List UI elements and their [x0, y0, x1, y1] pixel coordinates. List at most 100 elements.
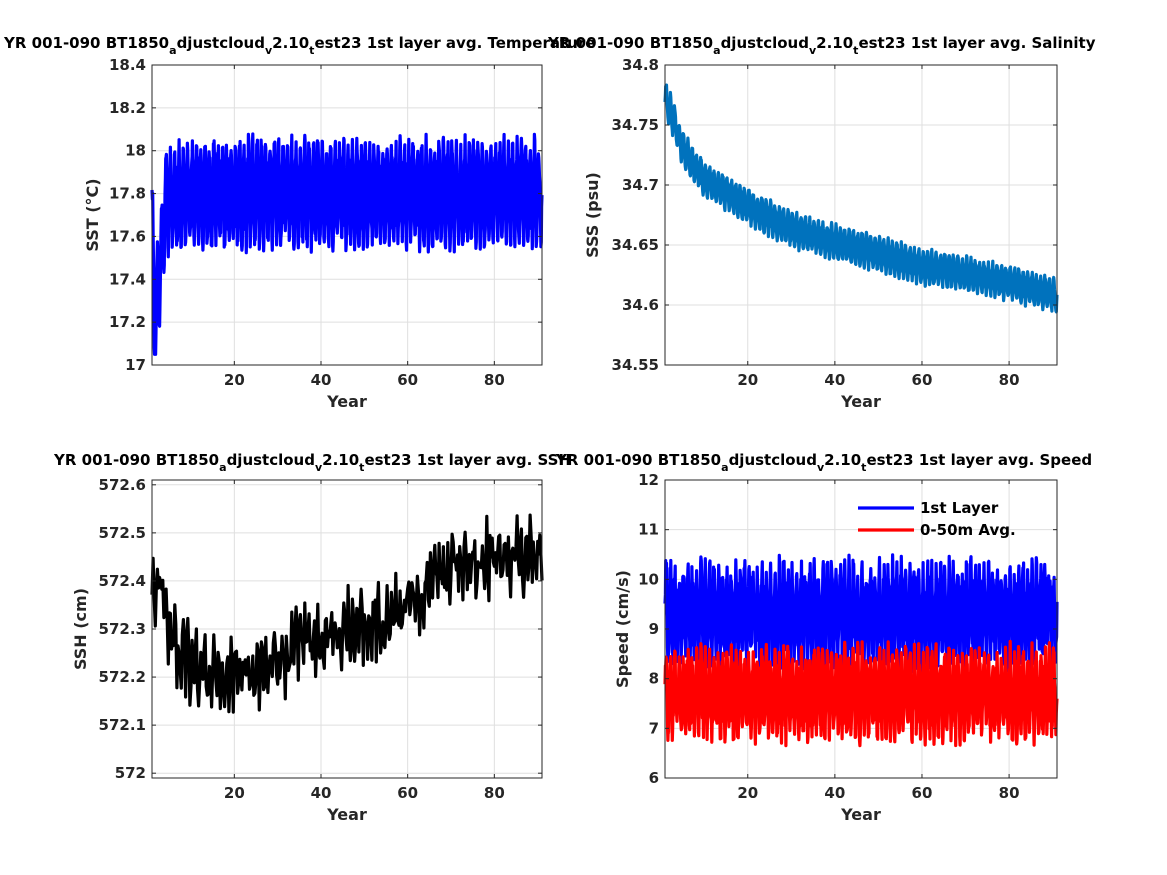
x-axis-label: Year — [326, 392, 367, 411]
y-tick-label: 17.2 — [109, 313, 146, 331]
x-tick-label: 20 — [737, 371, 758, 389]
legend-label: 1st Layer — [920, 499, 999, 517]
y-tick-label: 34.6 — [622, 296, 659, 314]
y-tick-label: 12 — [638, 471, 659, 489]
series-line-1st-layer — [663, 553, 1059, 676]
x-tick-label: 60 — [397, 371, 418, 389]
x-tick-label: 60 — [912, 371, 933, 389]
y-axis-label: SST (°C) — [83, 178, 102, 251]
x-tick-label: 60 — [912, 784, 933, 802]
y-tick-label: 572.3 — [99, 620, 146, 638]
y-tick-label: 17.6 — [109, 227, 146, 245]
panel-4-title-part-3: djustcloud — [729, 451, 817, 469]
panel-2-title-part-1: YR 001-090 BT1850 — [547, 34, 713, 52]
series-line-2-1 — [663, 83, 1059, 314]
y-tick-label: 572 — [115, 764, 146, 782]
panel-1: 20 40 60 80 17 17.2 17.4 17.6 17.8 18 18.2 18.4 Year… — [83, 56, 544, 411]
y-tick-label: 18.4 — [109, 56, 146, 74]
x-tick-label: 80 — [484, 784, 505, 802]
y-tick-label: 17.8 — [109, 185, 146, 203]
y-tick-label: 34.7 — [622, 176, 659, 194]
panel-1-title-part-4: v — [265, 44, 273, 57]
panel-3-title-part-6: t — [359, 461, 364, 474]
x-tick-label: 80 — [484, 371, 505, 389]
panel-2-title: YR 001-090 BT1850adjustcloudv2.10test23 … — [547, 34, 1096, 57]
panel-3-title-part-1: YR 001-090 BT1850 — [53, 451, 219, 469]
panel-4-title-part-5: 2.10 — [824, 451, 861, 469]
x-tick-label: 20 — [224, 784, 245, 802]
panel-1-title-part-6: t — [309, 44, 314, 57]
plot-area — [665, 65, 1057, 365]
axes-frame — [151, 64, 543, 366]
panel-2-title-part-7: est23 1st layer avg. Salinity — [858, 34, 1095, 52]
panel-3-title-part-4: v — [315, 461, 323, 474]
panel-1-title-part-7: est23 1st layer avg. Temperature — [314, 34, 595, 52]
panel-4-title-part-2: a — [721, 461, 728, 474]
y-axis-label: Speed (cm/s) — [613, 570, 632, 688]
panel-2: 20 40 60 80 34.55 34.6 34.65 34.7 34.75 34.8 Year S… — [583, 56, 1059, 411]
x-tick-label: 20 — [737, 784, 758, 802]
panel-3-title-part-2: a — [219, 461, 226, 474]
x-axis-label: Year — [840, 392, 881, 411]
series-line-1-1 — [150, 132, 544, 356]
panel-4-title-part-6: t — [861, 461, 866, 474]
y-axis-label: SSH (cm) — [71, 588, 90, 670]
panel-1-title-part-5: 2.10 — [272, 34, 309, 52]
panel-3-title: YR 001-090 BT1850adjustcloudv2.10test23 … — [53, 451, 571, 474]
y-tick-label: 10 — [638, 570, 659, 588]
panel-3-title-part-3: djustcloud — [227, 451, 315, 469]
x-tick-label: 40 — [824, 371, 845, 389]
x-tick-label: 40 — [311, 784, 332, 802]
y-tick-label: 572.4 — [99, 572, 146, 590]
y-tick-label: 572.6 — [99, 476, 146, 494]
panel-4-title: YR 001-090 BT1850adjustcloudv2.10test23 … — [555, 451, 1092, 474]
y-tick-label: 572.1 — [99, 716, 146, 734]
panel-1-title: YR 001-090 BT1850adjustcloudv2.10test23 … — [3, 34, 595, 57]
x-axis-label: Year — [840, 805, 881, 824]
series-line-3-1 — [150, 513, 544, 714]
y-tick-label: 34.55 — [612, 356, 659, 374]
y-tick-label: 17 — [125, 356, 146, 374]
panel-3-title-part-5: 2.10 — [322, 451, 359, 469]
series-line-0-50m-avg- — [663, 639, 1059, 748]
panel-3: 20 40 60 80 572 572.1 572.2 572.3 572.4 572.5 572.… — [71, 476, 544, 824]
x-tick-label: 20 — [224, 371, 245, 389]
y-axis-label: SSS (psu) — [583, 172, 602, 258]
y-tick-label: 8 — [649, 670, 659, 688]
y-tick-label: 6 — [649, 769, 659, 787]
panel-1-title-part-1: YR 001-090 BT1850 — [3, 34, 169, 52]
x-axis-label: Year — [326, 805, 367, 824]
x-tick-label: 80 — [999, 784, 1020, 802]
y-tick-label: 18.2 — [109, 99, 146, 117]
axes-frame — [664, 64, 1058, 366]
panel-1-title-part-2: a — [169, 44, 176, 57]
panel-2-title-part-2: a — [713, 44, 720, 57]
x-tick-label: 40 — [824, 784, 845, 802]
legend: 1st Layer 0-50m Avg. — [858, 499, 1016, 539]
panel-1-title-part-3: djustcloud — [177, 34, 265, 52]
y-tick-label: 11 — [638, 521, 659, 539]
y-tick-label: 17.4 — [109, 270, 146, 288]
y-tick-label: 572.2 — [99, 668, 146, 686]
x-tick-label: 60 — [397, 784, 418, 802]
y-tick-label: 34.65 — [612, 236, 659, 254]
panel-2-title-part-5: 2.10 — [816, 34, 853, 52]
panel-4: 20 40 60 80 6 7 8 9 10 11 12 Year Speed (cm/s) — [613, 471, 1059, 824]
panel-3-title-part-7: est23 1st layer avg. SSH — [364, 451, 571, 469]
y-tick-label: 7 — [649, 719, 659, 737]
panel-2-title-part-6: t — [853, 44, 858, 57]
y-tick-label: 572.5 — [99, 524, 146, 542]
panel-4-title-part-4: v — [817, 461, 825, 474]
y-tick-label: 34.75 — [612, 116, 659, 134]
panel-2-title-part-3: djustcloud — [721, 34, 809, 52]
panel-4-title-part-7: est23 1st layer avg. Speed — [866, 451, 1092, 469]
y-tick-label: 34.8 — [622, 56, 659, 74]
panel-2-title-part-4: v — [809, 44, 817, 57]
panel-4-title-part-1: YR 001-090 BT1850 — [555, 451, 721, 469]
x-tick-label: 40 — [311, 371, 332, 389]
y-tick-label: 18 — [125, 142, 146, 160]
legend-label: 0-50m Avg. — [920, 521, 1016, 539]
x-tick-label: 80 — [999, 371, 1020, 389]
y-tick-label: 9 — [649, 620, 659, 638]
